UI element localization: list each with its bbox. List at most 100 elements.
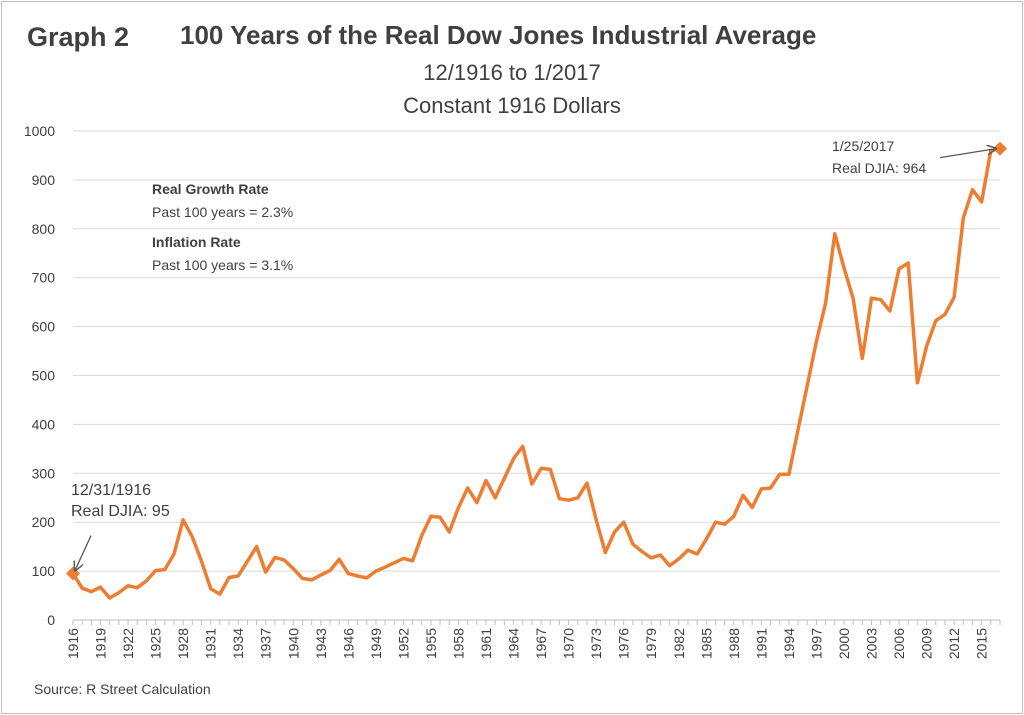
data-point <box>971 188 974 191</box>
data-point <box>879 298 882 301</box>
data-point <box>539 467 543 470</box>
y-axis-ticks: 0 100 200 300 400 500 600 700 800 900 1000 <box>24 123 55 628</box>
data-point <box>172 552 176 556</box>
data-point <box>227 576 231 579</box>
data-point <box>769 486 772 490</box>
data-point <box>181 518 185 521</box>
data-point <box>337 558 341 561</box>
data-point <box>925 344 928 348</box>
x-tick-label: 1931 <box>203 628 219 659</box>
data-point <box>943 313 947 316</box>
x-tick-label: 1940 <box>285 628 301 659</box>
data-point <box>668 564 671 567</box>
data-point <box>154 569 157 572</box>
data-point <box>264 570 267 574</box>
data-point <box>255 545 258 548</box>
data-point <box>686 548 690 552</box>
data-point <box>218 592 222 596</box>
y-tick-label: 200 <box>32 514 56 530</box>
data-point <box>145 579 148 583</box>
data-point <box>466 486 469 490</box>
x-tick-label: 1979 <box>643 628 659 659</box>
annotation-arrows <box>75 149 996 571</box>
data-point <box>604 551 607 554</box>
data-point <box>457 506 460 509</box>
data-point <box>576 496 580 499</box>
chart-subtitle-date-range: 12/1916 to 1/2017 <box>423 60 601 85</box>
x-tick-label: 1961 <box>478 628 494 659</box>
data-point <box>521 445 524 448</box>
data-point <box>402 557 405 560</box>
data-point <box>650 556 653 560</box>
data-point <box>347 572 350 575</box>
data-point <box>870 297 873 300</box>
x-axis-ticks: 1916 1919 1922 1925 1928 1931 1934 1937 1940 1943… <box>65 620 1001 659</box>
data-point <box>897 267 901 271</box>
data-point <box>356 574 359 578</box>
gridlines <box>73 130 1000 621</box>
x-tick-label: 2003 <box>864 628 880 659</box>
y-tick-label: 100 <box>32 563 56 579</box>
graph-label: Graph 2 <box>27 22 130 52</box>
y-tick-label: 800 <box>32 221 56 237</box>
y-tick-label: 1000 <box>24 123 55 139</box>
data-point <box>585 481 589 485</box>
data-point <box>796 428 800 431</box>
data-point <box>209 587 212 590</box>
x-tick-label: 1955 <box>423 628 439 659</box>
start-annotation-value: Real DJIA: 95 <box>71 503 170 520</box>
y-tick-label: 500 <box>32 368 56 384</box>
data-point <box>530 482 534 486</box>
x-tick-label: 1934 <box>230 628 246 659</box>
x-tick-label: 1988 <box>726 628 742 659</box>
x-tick-label: 2009 <box>919 628 935 659</box>
data-point <box>549 468 552 471</box>
data-point <box>760 487 763 491</box>
data-point <box>310 578 313 582</box>
chart-title: 100 Years of the Real Dow Jones Industri… <box>180 20 817 50</box>
y-tick-label: 400 <box>32 416 56 432</box>
data-point <box>200 560 203 563</box>
data-point <box>475 501 479 504</box>
x-tick-label: 2000 <box>836 628 852 659</box>
data-point <box>962 216 965 220</box>
data-point <box>677 557 680 561</box>
data-point <box>117 591 121 594</box>
x-tick-label: 1922 <box>120 628 136 659</box>
data-point <box>824 301 827 305</box>
inflation-rate-heading: Inflation Rate <box>152 234 241 250</box>
x-tick-label: 1982 <box>671 628 687 659</box>
growth-rate-heading: Real Growth Rate <box>152 181 269 197</box>
series-real-djia <box>66 141 1007 600</box>
end-annotation-date: 1/25/2017 <box>832 138 895 154</box>
x-tick-label: 1928 <box>175 628 191 659</box>
data-point <box>907 261 910 265</box>
data-point <box>815 340 818 343</box>
data-point <box>512 457 515 460</box>
data-point <box>493 496 497 499</box>
start-annotation-arrow <box>75 535 92 571</box>
data-point <box>741 494 745 497</box>
data-point <box>448 530 451 534</box>
x-tick-label: 1994 <box>781 628 797 659</box>
data-point <box>136 586 139 589</box>
y-tick-label: 600 <box>32 319 56 335</box>
x-tick-label: 1997 <box>808 628 824 659</box>
series-line <box>71 146 1001 600</box>
y-tick-label: 700 <box>32 270 56 286</box>
x-tick-label: 1958 <box>450 628 466 659</box>
growth-rate-text: Past 100 years = 2.3% <box>152 204 294 220</box>
data-point <box>237 574 240 578</box>
x-tick-label: 1985 <box>698 628 714 659</box>
data-point <box>191 535 194 539</box>
data-point <box>503 476 506 480</box>
chart-subtitle-units: Constant 1916 Dollars <box>403 93 621 118</box>
data-point <box>365 576 368 580</box>
end-annotation-arrow <box>939 149 996 159</box>
data-point <box>567 498 570 502</box>
data-point <box>787 473 791 476</box>
inflation-rate-text: Past 100 years = 3.1% <box>152 257 294 273</box>
x-tick-label: 1919 <box>93 628 109 659</box>
y-tick-label: 0 <box>47 612 55 628</box>
x-tick-label: 1952 <box>395 628 411 659</box>
